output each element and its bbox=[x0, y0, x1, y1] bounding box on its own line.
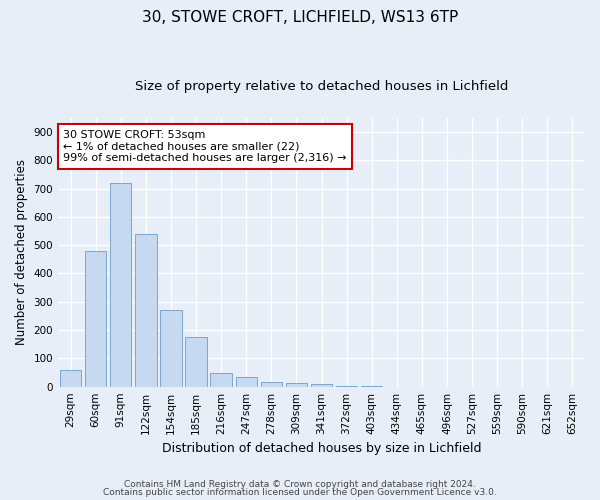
Bar bbox=[185, 337, 207, 386]
Bar bbox=[211, 373, 232, 386]
Text: Contains public sector information licensed under the Open Government Licence v3: Contains public sector information licen… bbox=[103, 488, 497, 497]
Bar bbox=[311, 384, 332, 386]
Text: 30, STOWE CROFT, LICHFIELD, WS13 6TP: 30, STOWE CROFT, LICHFIELD, WS13 6TP bbox=[142, 10, 458, 25]
Text: Contains HM Land Registry data © Crown copyright and database right 2024.: Contains HM Land Registry data © Crown c… bbox=[124, 480, 476, 489]
Bar bbox=[60, 370, 81, 386]
Bar bbox=[236, 378, 257, 386]
Text: 30 STOWE CROFT: 53sqm
← 1% of detached houses are smaller (22)
99% of semi-detac: 30 STOWE CROFT: 53sqm ← 1% of detached h… bbox=[64, 130, 347, 163]
Bar bbox=[260, 382, 282, 386]
Title: Size of property relative to detached houses in Lichfield: Size of property relative to detached ho… bbox=[135, 80, 508, 93]
Bar bbox=[85, 251, 106, 386]
Bar bbox=[110, 183, 131, 386]
Bar bbox=[286, 383, 307, 386]
Bar bbox=[135, 234, 157, 386]
Y-axis label: Number of detached properties: Number of detached properties bbox=[15, 159, 28, 345]
Bar bbox=[160, 310, 182, 386]
X-axis label: Distribution of detached houses by size in Lichfield: Distribution of detached houses by size … bbox=[162, 442, 481, 455]
